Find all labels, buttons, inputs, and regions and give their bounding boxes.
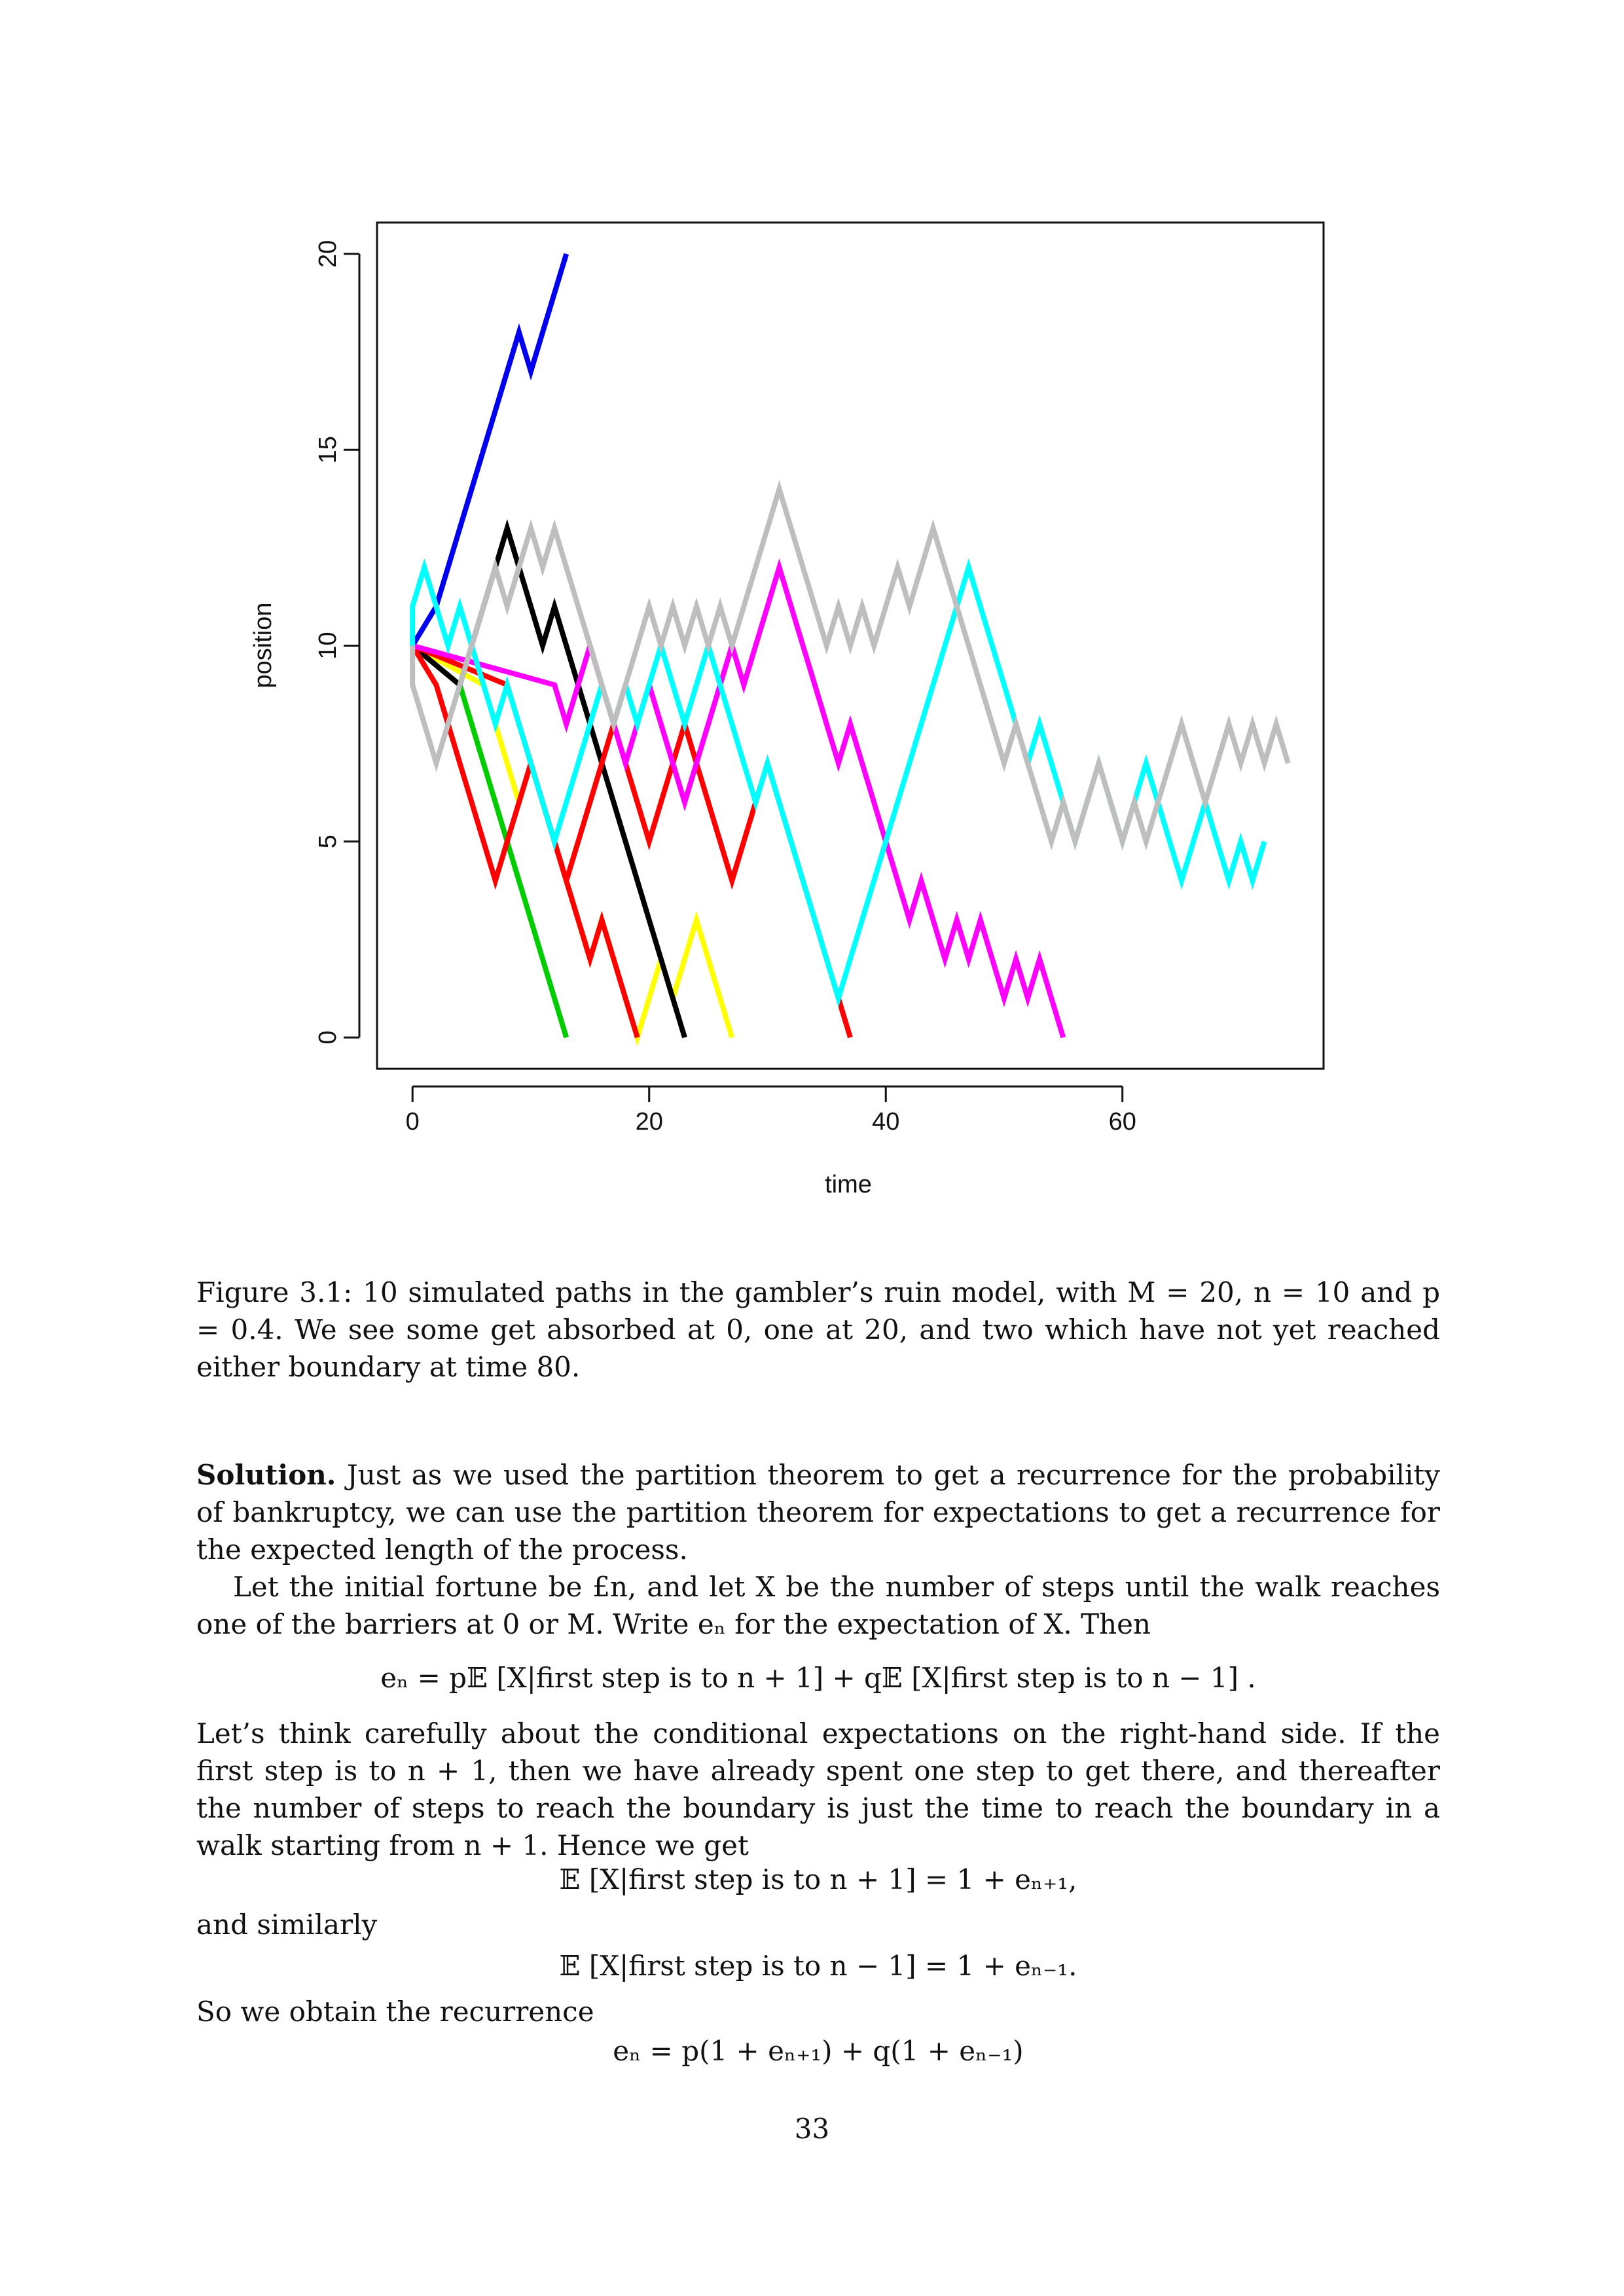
solution-block: Solution. Just as we used the partition … <box>196 1456 1440 1643</box>
paragraph-2: Let the initial fortune be £n, and let X… <box>196 1571 1440 1640</box>
y-tick-label-10: 10 <box>314 632 342 659</box>
gamblers-ruin-chart: 0 20 40 60 0 5 10 15 20 time position <box>249 221 1325 1198</box>
paragraph-4: and similarly <box>196 1909 378 1941</box>
x-tick-label-0: 0 <box>406 1108 420 1136</box>
plot-frame <box>376 221 1325 1070</box>
x-axis-label: time <box>825 1171 872 1198</box>
paragraph-3: Let’s think carefully about the conditio… <box>196 1717 1440 1861</box>
paragraph-5: So we obtain the recurrence <box>196 1996 594 2028</box>
y-tick-label-0: 0 <box>314 1031 342 1045</box>
equation-4: eₙ = p(1 + eₙ₊₁) + q(1 + eₙ₋₁) <box>613 2035 1024 2067</box>
paragraph-1: Just as we used the partition theorem to… <box>196 1459 1440 1566</box>
y-tick-label-15: 15 <box>314 436 342 463</box>
y-tick-label-20: 20 <box>314 240 342 268</box>
x-tick-label-40: 40 <box>872 1108 899 1136</box>
figure-caption: Figure 3.1: 10 simulated paths in the ga… <box>196 1276 1440 1383</box>
page-number: 33 <box>794 2113 830 2145</box>
equation-2: 𝔼 [X|first step is to n + 1] = 1 + eₙ₊₁, <box>559 1863 1077 1895</box>
x-tick-label-60: 60 <box>1109 1108 1136 1136</box>
axes: 0 20 40 60 0 5 10 15 20 <box>314 240 1136 1136</box>
y-axis-label: position <box>249 603 277 689</box>
x-tick-label-20: 20 <box>636 1108 663 1136</box>
equation-3: 𝔼 [X|first step is to n − 1] = 1 + eₙ₋₁. <box>559 1950 1077 1982</box>
path-series-5 <box>410 644 640 1039</box>
path-series-1 <box>410 253 569 647</box>
equation-1: eₙ = p𝔼 [X|first step is to n + 1] + q𝔼 … <box>380 1662 1256 1694</box>
y-tick-label-5: 5 <box>314 834 342 848</box>
path-series-7 <box>412 558 1066 1039</box>
simulated-paths <box>410 253 1291 1047</box>
solution-label: Solution. <box>196 1459 336 1491</box>
path-series-9 <box>410 480 1291 851</box>
path-series-4 <box>410 519 687 1039</box>
